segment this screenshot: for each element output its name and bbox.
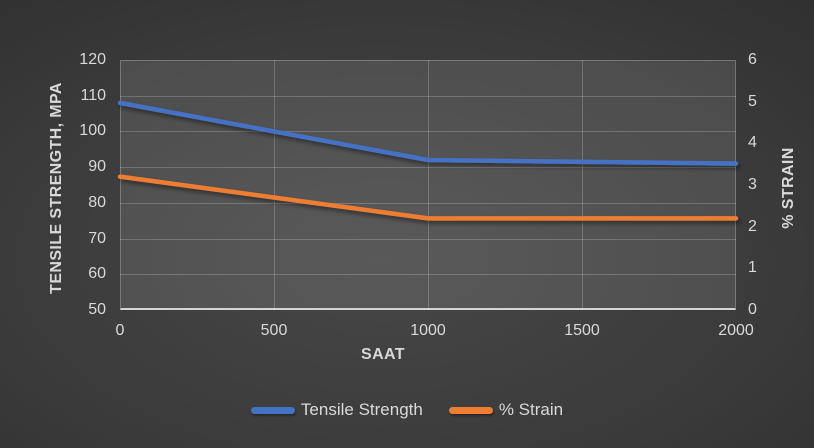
y-left-tick-label: 80 — [88, 193, 106, 211]
legend-item-strain[interactable]: % Strain — [448, 399, 564, 421]
y-right-tick-label: 2 — [748, 217, 757, 235]
gridline-vertical — [582, 60, 583, 310]
gridline-horizontal — [120, 274, 736, 276]
gridline-vertical — [428, 60, 429, 310]
y-right-tick-label: 0 — [748, 301, 757, 318]
y-left-tick-label: 110 — [80, 86, 106, 104]
x-tick-label: 1500 — [564, 322, 600, 339]
x-tick-label: 500 — [260, 322, 288, 339]
x-tick-label: 0 — [115, 322, 125, 339]
legend-item-tensile-strength[interactable]: Tensile Strength — [250, 399, 423, 421]
x-axis-title: SAAT — [361, 346, 405, 363]
y-right-tick-label: 5 — [748, 92, 757, 110]
legend-line-marker — [250, 406, 295, 414]
y-axis-left-title: TENSILE STRENGTH, MPA — [48, 82, 65, 294]
y-left-tick-label: 90 — [88, 158, 106, 176]
legend-label: Tensile Strength — [300, 400, 423, 419]
gridline-vertical — [274, 60, 275, 310]
legend-label: % Strain — [498, 400, 564, 419]
x-tick-label: 2000 — [718, 322, 754, 339]
legend-line-marker — [448, 406, 493, 414]
y-left-tick-label: 70 — [88, 229, 106, 247]
gridline-horizontal — [120, 95, 736, 97]
y-left-tick-label: 50 — [88, 301, 106, 318]
y-axis-right-title: % STRAIN — [780, 147, 797, 229]
y-right-tick-label: 1 — [748, 259, 757, 277]
x-tick-label: 1000 — [410, 322, 446, 339]
y-left-tick-label: 60 — [88, 265, 106, 283]
gridline-horizontal — [120, 167, 736, 169]
y-left-tick-label: 100 — [79, 122, 106, 140]
legend: Tensile Strength % Strain — [0, 399, 814, 421]
gridline-horizontal — [120, 238, 736, 240]
y-right-tick-label: 4 — [748, 134, 757, 152]
y-right-tick-label: 3 — [748, 176, 757, 193]
y-left-tick-label: 120 — [79, 51, 106, 68]
y-right-tick-label: 6 — [748, 51, 757, 68]
